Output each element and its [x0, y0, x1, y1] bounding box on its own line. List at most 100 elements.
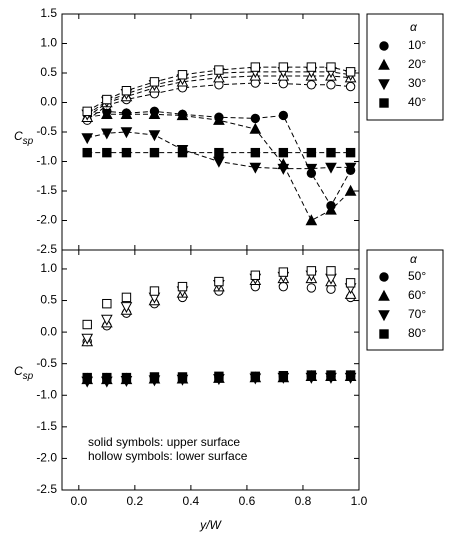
- marker: [148, 108, 161, 119]
- marker: [81, 133, 94, 145]
- marker: [82, 319, 92, 330]
- x-tick-label: 0.4: [183, 494, 200, 508]
- y-tick-label: -2.5: [36, 482, 57, 496]
- x-tick-label: 1.0: [351, 494, 368, 508]
- marker: [121, 86, 132, 96]
- marker: [325, 203, 337, 215]
- y-tick-label: 1.5: [40, 6, 57, 20]
- y-tick-label: -2.0: [36, 451, 57, 465]
- legend-label: 30°: [408, 76, 426, 90]
- marker: [326, 80, 336, 90]
- marker: [177, 281, 188, 292]
- marker: [121, 292, 132, 303]
- marker: [277, 163, 290, 175]
- marker: [149, 372, 160, 382]
- marker: [102, 94, 112, 105]
- x-axis-label: y/W: [199, 518, 222, 532]
- y-tick-label: -1.0: [36, 387, 57, 401]
- legend-box: [366, 249, 444, 351]
- marker: [306, 80, 317, 90]
- marker: [305, 163, 318, 175]
- marker: [278, 281, 289, 292]
- marker: [278, 110, 289, 121]
- y-tick-label: -2.5: [36, 242, 57, 256]
- marker: [100, 108, 113, 119]
- y-axis-label: Csp: [14, 129, 34, 146]
- marker: [121, 147, 132, 158]
- marker: [100, 128, 113, 140]
- y-tick-label: 0.5: [40, 65, 57, 79]
- marker: [344, 162, 357, 174]
- legend-box: [366, 13, 444, 121]
- marker: [306, 266, 317, 276]
- marker: [345, 147, 356, 158]
- marker: [102, 298, 112, 309]
- marker: [278, 370, 289, 381]
- marker: [378, 58, 390, 70]
- marker: [214, 65, 224, 75]
- marker: [121, 372, 132, 383]
- marker: [176, 109, 189, 121]
- marker: [250, 147, 261, 158]
- marker: [148, 130, 161, 142]
- marker: [305, 214, 318, 226]
- marker: [149, 147, 160, 158]
- plot-frame: [61, 249, 360, 491]
- y-tick-label: -1.5: [36, 419, 57, 433]
- marker: [379, 329, 389, 339]
- marker: [306, 147, 317, 158]
- marker: [345, 278, 356, 288]
- y-tick-label: 0.0: [40, 324, 57, 338]
- legend-label: 40°: [408, 95, 426, 109]
- marker: [250, 113, 261, 124]
- legend-label: 70°: [408, 307, 426, 321]
- legend-title: α: [410, 20, 418, 34]
- marker: [378, 289, 390, 301]
- legend-label: 80°: [408, 326, 426, 340]
- legend-label: 10°: [408, 38, 426, 52]
- marker: [250, 62, 261, 72]
- legend-label: 60°: [408, 288, 426, 302]
- marker: [177, 70, 188, 80]
- y-axis-label: Csp: [14, 364, 34, 381]
- marker: [306, 283, 317, 293]
- marker: [214, 371, 224, 382]
- y-tick-label: -1.5: [36, 183, 57, 197]
- marker: [379, 98, 389, 108]
- y-tick-label: 0.5: [40, 293, 57, 307]
- marker: [120, 302, 133, 314]
- marker: [100, 314, 113, 326]
- marker: [82, 147, 92, 158]
- marker: [249, 162, 262, 174]
- x-tick-label: 0.6: [239, 494, 256, 508]
- annotation: solid symbols: upper surface: [88, 435, 240, 449]
- marker: [213, 113, 225, 125]
- marker: [345, 370, 356, 380]
- y-tick-label: -0.5: [36, 124, 57, 138]
- marker: [326, 62, 336, 72]
- y-label-sub: sp: [23, 371, 34, 382]
- legend-label: 20°: [408, 57, 426, 71]
- marker: [102, 147, 112, 158]
- marker: [325, 162, 337, 174]
- y-tick-label: 1.0: [40, 261, 57, 275]
- marker: [379, 41, 389, 51]
- marker: [306, 62, 317, 72]
- legend-label: 50°: [408, 269, 426, 283]
- marker: [326, 147, 336, 158]
- y-label-sub: sp: [23, 136, 34, 147]
- marker: [345, 81, 356, 92]
- marker: [379, 272, 389, 282]
- marker: [214, 147, 224, 158]
- y-tick-label: -1.0: [36, 154, 57, 168]
- y-tick-label: -2.0: [36, 213, 57, 227]
- marker: [81, 333, 94, 345]
- marker: [249, 122, 262, 134]
- y-tick-label: 1.0: [40, 36, 57, 50]
- marker: [120, 127, 133, 139]
- y-label-main: C: [14, 364, 23, 378]
- y-label-main: C: [14, 129, 23, 143]
- marker: [378, 310, 390, 322]
- marker: [82, 372, 92, 383]
